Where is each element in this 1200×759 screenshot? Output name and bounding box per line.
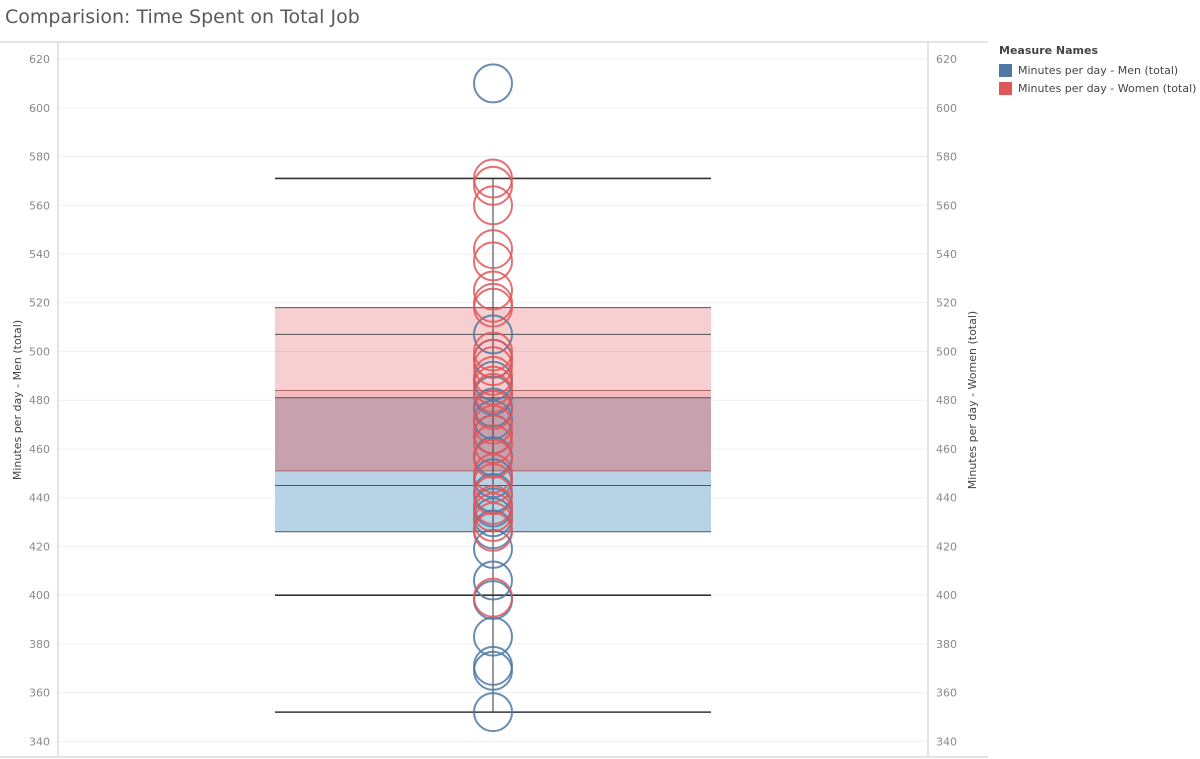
legend-swatch-men	[999, 64, 1012, 77]
y-tick-right-380: 380	[936, 638, 957, 651]
y-tick-right-500: 500	[936, 345, 957, 358]
y-tick-right-400: 400	[936, 589, 957, 602]
y-tick-left-420: 420	[29, 540, 50, 553]
y-tick-right-580: 580	[936, 151, 957, 164]
y-tick-left-400: 400	[29, 589, 50, 602]
y-tick-right-600: 600	[936, 102, 957, 115]
y-axis-right-title: Minutes per day - Women (total)	[966, 311, 979, 489]
y-tick-left-580: 580	[29, 151, 50, 164]
y-tick-left-480: 480	[29, 394, 50, 407]
y-tick-right-560: 560	[936, 199, 957, 212]
legend-label-women: Minutes per day - Women (total)	[1018, 82, 1196, 95]
y-tick-right-460: 460	[936, 443, 957, 456]
y-tick-left-360: 360	[29, 687, 50, 700]
y-tick-left-440: 440	[29, 492, 50, 505]
y-tick-left-520: 520	[29, 297, 50, 310]
legend-swatch-women	[999, 82, 1012, 95]
y-axis-left-title: Minutes per day - Men (total)	[11, 320, 24, 480]
y-tick-right-540: 540	[936, 248, 957, 261]
y-tick-left-620: 620	[29, 53, 50, 66]
y-tick-right-340: 340	[936, 735, 957, 748]
y-tick-left-600: 600	[29, 102, 50, 115]
y-tick-right-440: 440	[936, 492, 957, 505]
legend: Measure Names Minutes per day - Men (tot…	[999, 44, 1196, 97]
y-tick-left-340: 340	[29, 735, 50, 748]
y-tick-right-620: 620	[936, 53, 957, 66]
legend-title: Measure Names	[999, 44, 1196, 57]
y-tick-right-520: 520	[936, 297, 957, 310]
y-tick-right-360: 360	[936, 687, 957, 700]
legend-item-men[interactable]: Minutes per day - Men (total)	[999, 61, 1196, 79]
y-tick-left-500: 500	[29, 345, 50, 358]
y-tick-left-380: 380	[29, 638, 50, 651]
y-tick-left-560: 560	[29, 199, 50, 212]
y-tick-left-460: 460	[29, 443, 50, 456]
legend-label-men: Minutes per day - Men (total)	[1018, 64, 1178, 77]
y-tick-right-420: 420	[936, 540, 957, 553]
y-tick-right-480: 480	[936, 394, 957, 407]
men-point-0	[474, 64, 512, 102]
legend-item-women[interactable]: Minutes per day - Women (total)	[999, 79, 1196, 97]
y-tick-left-540: 540	[29, 248, 50, 261]
